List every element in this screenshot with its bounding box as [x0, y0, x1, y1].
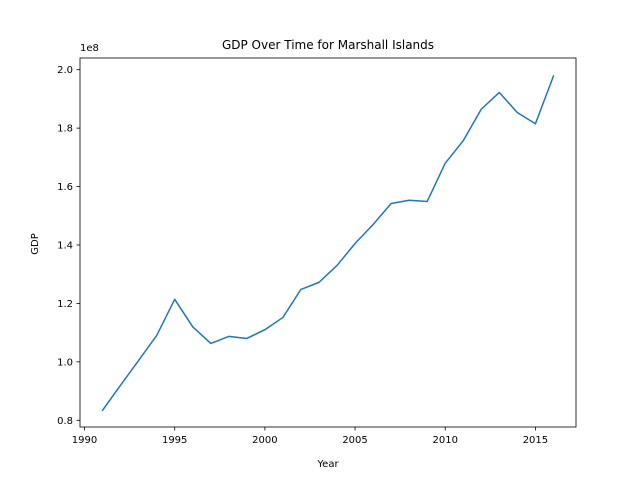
y-tick-label-1.8: 1.8 — [57, 124, 73, 135]
plot-area: 1990 1995 2000 2005 2010 2015 0.8 1.0 1.2 1.4 1.6 1… — [57, 57, 577, 446]
y-multiplier-label: 1e8 — [80, 43, 99, 54]
series-line-0 — [101, 75, 555, 412]
x-tick-label-1995: 1995 — [162, 435, 187, 446]
chart-title: GDP Over Time for Marshall Islands — [222, 38, 434, 52]
y-tick-label-1.4: 1.4 — [57, 240, 73, 251]
x-axis-label: Year — [316, 459, 339, 470]
y-tick-label-2: 2.0 — [57, 65, 73, 76]
y-axis-label: GDP — [30, 233, 41, 254]
y-tick-label-1.2: 1.2 — [57, 299, 73, 310]
x-tick-label-2000: 2000 — [252, 435, 277, 446]
x-tick-label-2005: 2005 — [342, 435, 367, 446]
x-tick-label-1990: 1990 — [72, 435, 97, 446]
x-tick-label-2015: 2015 — [523, 435, 548, 446]
x-tick-label-2010: 2010 — [433, 435, 458, 446]
y-tick-label-1.6: 1.6 — [57, 182, 73, 193]
axes-frame — [79, 57, 577, 428]
y-tick-label-0.8: 0.8 — [57, 416, 73, 427]
y-tick-label-1: 1.0 — [57, 357, 73, 368]
